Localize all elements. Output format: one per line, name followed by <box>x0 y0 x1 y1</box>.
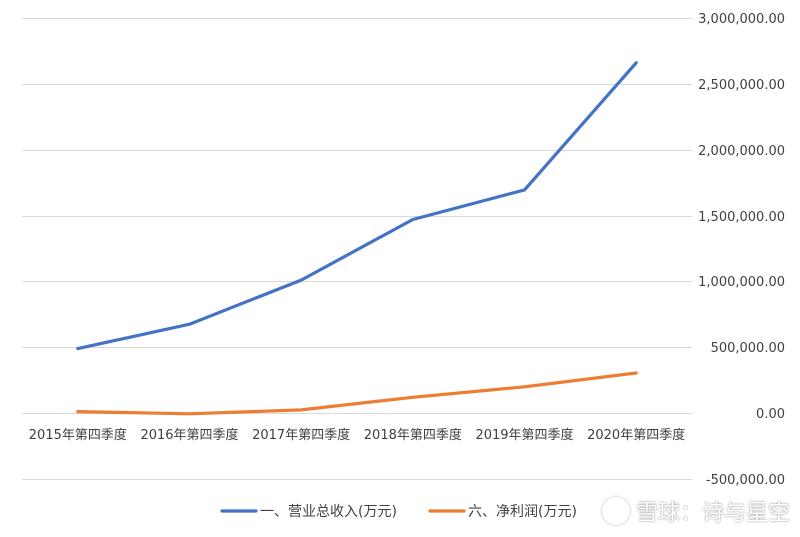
x-axis-tick-labels: 2015年第四季度 2016年第四季度 2017年第四季度 2018年第四季度 2019… <box>29 427 685 443</box>
y-tick-label: 500,000.00 <box>711 341 785 356</box>
y-tick-label: -500,000.00 <box>706 473 785 488</box>
series-line-1 <box>76 61 638 351</box>
legend-label: 六、净利润(万元) <box>468 504 577 520</box>
y-axis-tick-labels: 3,000,000.00 2,500,000.00 2,000,000.00 1,50… <box>698 12 785 488</box>
series-line-2 <box>76 371 638 416</box>
watermark-text: 雪球：诗与星空 <box>635 501 790 526</box>
y-tick-label: 3,000,000.00 <box>698 12 785 27</box>
y-tick-label: 0.00 <box>756 407 785 422</box>
x-tick-label: 2020年第四季度 <box>587 427 685 443</box>
x-tick-label: 2015年第四季度 <box>29 427 127 443</box>
x-tick-label: 2019年第四季度 <box>475 427 573 443</box>
y-tick-label: 1,500,000.00 <box>698 210 785 225</box>
y-tick-label: 2,000,000.00 <box>698 144 785 159</box>
x-tick-label: 2016年第四季度 <box>140 427 238 443</box>
legend: 一、营业总收入(万元) 六、净利润(万元) <box>220 504 577 520</box>
watermark: 雪球：诗与星空 <box>601 495 790 527</box>
series-lines <box>76 61 638 416</box>
y-tick-label: 1,000,000.00 <box>698 275 785 290</box>
snowball-logo-icon <box>601 497 630 525</box>
x-tick-label: 2018年第四季度 <box>364 427 462 443</box>
y-tick-label: 2,500,000.00 <box>698 78 785 93</box>
legend-label: 一、营业总收入(万元) <box>260 504 397 520</box>
x-tick-label: 2017年第四季度 <box>252 427 350 443</box>
